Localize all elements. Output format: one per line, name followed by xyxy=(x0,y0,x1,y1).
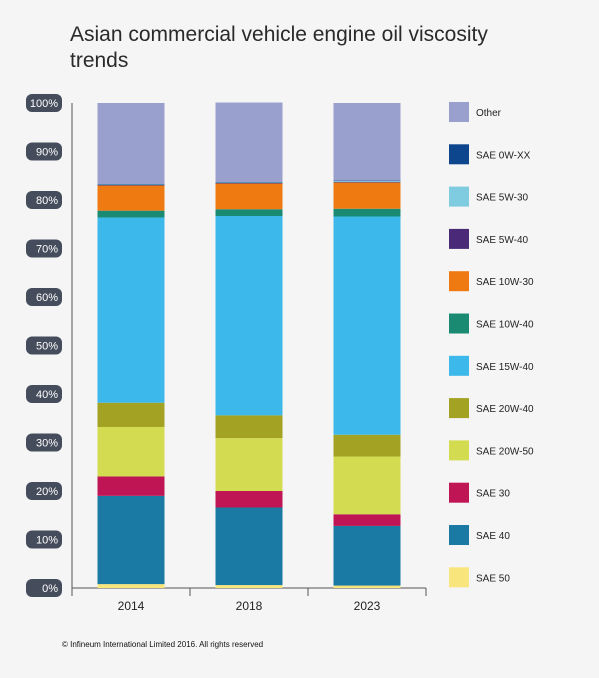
bar-segment-sae-30-2014 xyxy=(97,476,165,496)
y-tick-badge xyxy=(26,579,62,597)
bar-segment-sae-40-2023 xyxy=(333,525,401,586)
legend-label-sae-15w-40: SAE 15W-40 xyxy=(476,362,534,373)
y-tick-label: 50% xyxy=(36,341,58,353)
y-tick-badge xyxy=(26,336,62,355)
bar-segment-sae-20w-40-2014 xyxy=(97,402,165,427)
bar-segment-sae-10w-30-2018 xyxy=(215,183,283,210)
y-tick-label: 0% xyxy=(42,583,58,595)
legend-label-sae-40: SAE 40 xyxy=(476,531,510,542)
y-tick-badge xyxy=(26,191,62,209)
bar-segment-sae-20w-50-2023 xyxy=(333,456,401,515)
bar-segment-sae-20w-40-2018 xyxy=(215,415,283,439)
y-tick-badge xyxy=(26,288,62,306)
bar-segment-sae-15w-40-2023 xyxy=(333,216,401,435)
bar-segment-sae-5w-30-2023 xyxy=(333,181,401,183)
bar-segment-sae-10w-30-2023 xyxy=(333,182,401,209)
chart-title: Asian commercial vehicle engine oil visc… xyxy=(70,23,488,72)
bar-segment-sae-15w-40-2014 xyxy=(97,217,165,403)
bar-segment-sae-20w-40-2023 xyxy=(333,434,401,457)
y-tick-label: 60% xyxy=(36,292,58,304)
legend-label-sae-50: SAE 50 xyxy=(476,573,510,584)
y-tick-badge xyxy=(26,142,62,161)
y-tick-badge xyxy=(26,385,62,403)
legend-swatch-sae-30 xyxy=(449,482,469,503)
legend-swatch-sae-10w-30 xyxy=(449,271,469,292)
legend-label-sae-10w-40: SAE 10W-40 xyxy=(476,320,534,331)
legend-swatch-sae-50 xyxy=(449,567,469,588)
legend-swatch-other xyxy=(449,102,469,122)
legend-label-sae-10w-30: SAE 10W-30 xyxy=(476,277,534,288)
legend-swatch-sae-10w-40 xyxy=(449,313,469,334)
x-category-label: 2014 xyxy=(118,599,145,613)
y-tick-badge xyxy=(26,94,62,112)
legend-label-sae-20w-50: SAE 20W-50 xyxy=(476,446,534,457)
y-tick-label: 100% xyxy=(30,98,58,110)
legend-swatch-sae-5w-30 xyxy=(449,186,469,207)
legend-label-sae-0w-xx: SAE 0W-XX xyxy=(476,150,531,161)
legend-swatch-sae-20w-40 xyxy=(449,398,469,419)
legend-label-sae-20w-40: SAE 20W-40 xyxy=(476,404,534,415)
legend-swatch-sae-20w-50 xyxy=(449,440,469,461)
legend-label-sae-30: SAE 30 xyxy=(476,489,510,500)
bar-segment-sae-50-2018 xyxy=(215,585,283,588)
y-tick-label: 30% xyxy=(36,438,58,450)
bar-segment-sae-50-2014 xyxy=(97,584,165,588)
bar-segment-other-2014 xyxy=(97,103,165,184)
bar-segment-sae-50-2023 xyxy=(333,585,401,588)
legend-label-other: Other xyxy=(476,108,502,119)
y-tick-label: 20% xyxy=(36,486,58,498)
bar-segment-sae-15w-40-2018 xyxy=(215,216,283,416)
y-tick-badge xyxy=(26,530,62,549)
bar-segment-sae-10w-40-2023 xyxy=(333,208,401,217)
bar-segment-sae-20w-50-2014 xyxy=(97,426,165,477)
legend-swatch-sae-40 xyxy=(449,525,469,545)
legend-label-sae-5w-30: SAE 5W-30 xyxy=(476,193,528,204)
bar-segment-sae-30-2018 xyxy=(215,491,283,508)
y-tick-badge xyxy=(26,482,62,500)
copyright-footer: © Infineum International Limited 2016. A… xyxy=(62,640,264,649)
bar-segment-sae-40-2014 xyxy=(97,495,165,585)
y-tick-badge xyxy=(26,433,62,452)
legend-swatch-sae-0w-xx xyxy=(449,144,469,165)
legend-swatch-sae-15w-40 xyxy=(449,355,469,376)
bar-segment-sae-40-2018 xyxy=(215,507,283,586)
legend-label-sae-5w-40: SAE 5W-40 xyxy=(476,235,528,246)
legend-swatch-sae-5w-40 xyxy=(449,228,469,249)
bar-segment-sae-10w-40-2014 xyxy=(97,210,165,218)
y-tick-label: 40% xyxy=(36,389,58,401)
y-tick-label: 90% xyxy=(36,147,58,159)
bar-segment-other-2023 xyxy=(333,103,401,181)
x-category-label: 2023 xyxy=(354,599,381,613)
bar-segment-other-2018 xyxy=(215,102,283,183)
bar-segment-sae-30-2023 xyxy=(333,514,401,526)
bar-segment-sae-10w-30-2014 xyxy=(97,185,165,211)
bar-segment-sae-10w-40-2018 xyxy=(215,209,283,217)
y-tick-label: 70% xyxy=(36,244,58,256)
x-category-label: 2018 xyxy=(236,599,263,613)
bar-segment-sae-20w-50-2018 xyxy=(215,438,283,491)
y-tick-badge xyxy=(26,239,62,258)
y-tick-label: 80% xyxy=(36,195,58,207)
y-tick-label: 10% xyxy=(36,535,58,547)
